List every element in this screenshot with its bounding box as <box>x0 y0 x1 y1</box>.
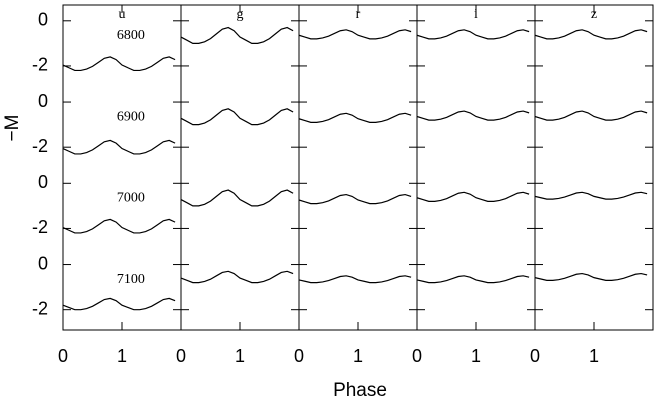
light-curve <box>180 189 294 207</box>
y-tick-label: 0 <box>38 172 48 192</box>
x-tick-label: 0 <box>412 346 422 366</box>
panel-title: u <box>119 7 126 22</box>
light-curve <box>534 29 648 40</box>
series-name: 7000 <box>117 191 145 206</box>
panel-title: g <box>237 7 244 22</box>
y-axis-label: −M <box>2 115 23 142</box>
panel-title: r <box>356 7 361 22</box>
series-name: 7100 <box>117 272 145 287</box>
panel-title: i <box>474 7 478 22</box>
light-curve <box>180 270 294 284</box>
x-tick-label: 0 <box>294 346 304 366</box>
series-name: 6800 <box>117 28 145 43</box>
x-tick-label: 1 <box>589 346 599 366</box>
panel-frame <box>416 4 536 331</box>
light-curve <box>416 275 530 284</box>
x-tick-label: 1 <box>117 346 127 366</box>
x-tick-label: 1 <box>235 346 245 366</box>
y-tick-label: -2 <box>32 217 48 237</box>
light-curve <box>180 108 294 126</box>
series-name: 6900 <box>117 109 145 124</box>
light-curve <box>298 193 412 205</box>
light-curve <box>534 191 648 200</box>
light-curve <box>298 29 412 40</box>
x-tick-label: 1 <box>471 346 481 366</box>
x-tick-label: 0 <box>58 346 68 366</box>
panel-title: z <box>591 7 597 22</box>
panel-frame <box>534 4 654 331</box>
x-tick-label: 0 <box>176 346 186 366</box>
y-tick-label: 0 <box>38 91 48 111</box>
light-curve <box>62 139 176 155</box>
x-tick-label: 1 <box>353 346 363 366</box>
light-curve <box>416 110 530 121</box>
light-curve <box>62 218 176 234</box>
light-curve <box>298 275 412 284</box>
y-tick-label: -2 <box>32 55 48 75</box>
light-curve <box>534 272 648 281</box>
y-tick-label: 0 <box>38 253 48 273</box>
y-tick-label: -2 <box>32 298 48 318</box>
light-curve <box>416 191 530 202</box>
light-curve <box>62 56 176 72</box>
x-tick-label: 0 <box>530 346 540 366</box>
light-curve <box>62 297 176 311</box>
x-axis-label: Phase <box>333 380 387 401</box>
light-curve <box>180 26 294 44</box>
y-tick-label: 0 <box>38 10 48 30</box>
light-curve <box>298 112 412 123</box>
panel-frame <box>180 4 300 331</box>
y-tick-label: -2 <box>32 136 48 156</box>
light-curve <box>416 29 530 40</box>
panel-frame <box>298 4 418 331</box>
light-curve <box>534 110 648 121</box>
